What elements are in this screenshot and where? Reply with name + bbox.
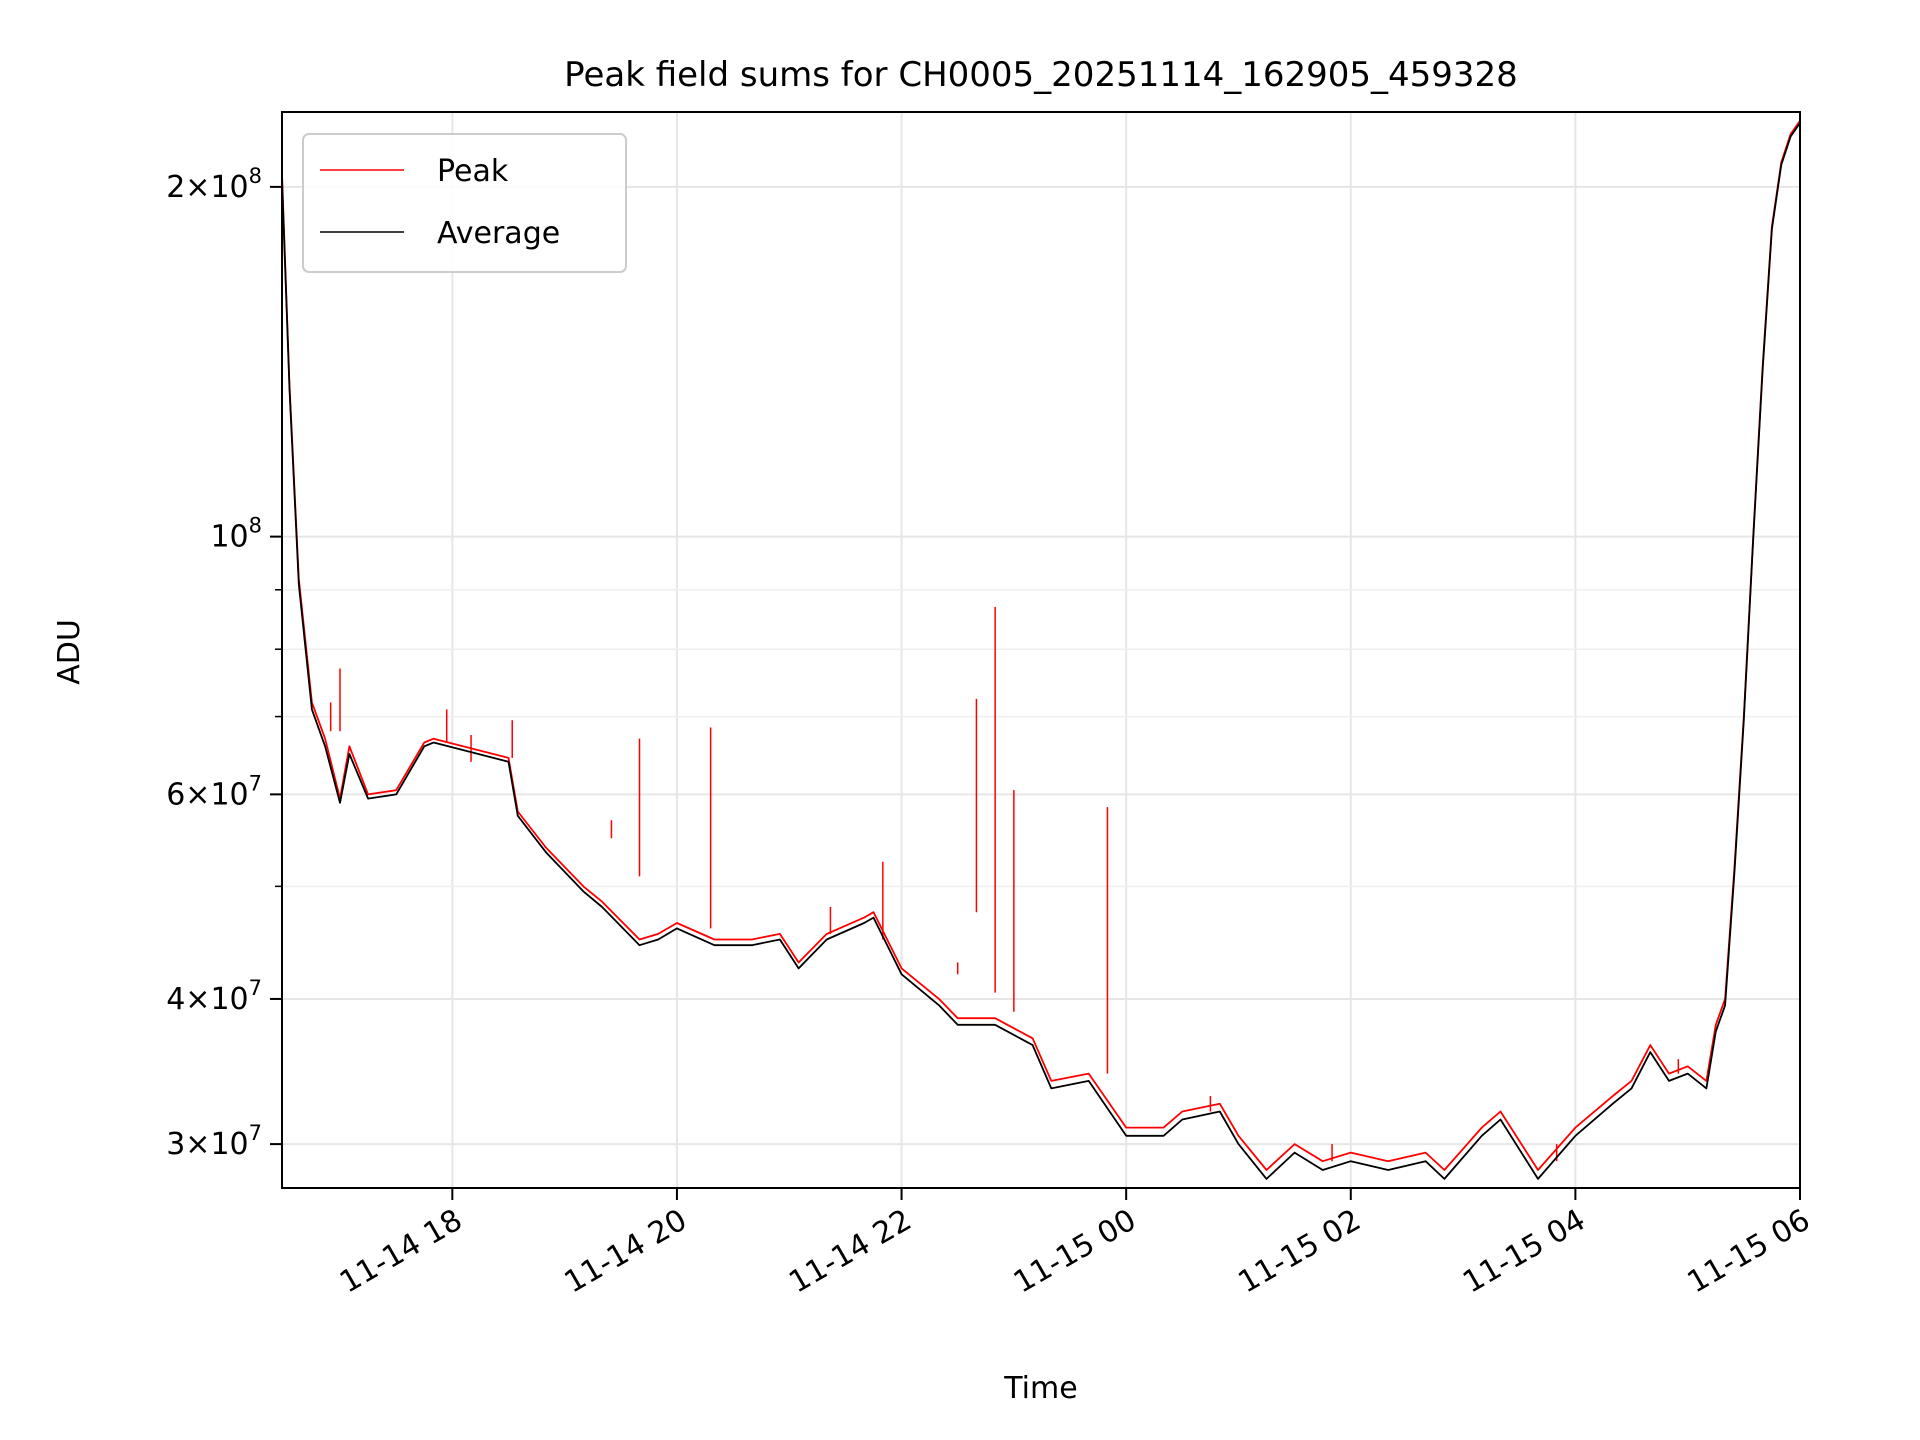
minor-grid-lines <box>282 589 1800 888</box>
y-tick-label: 108 <box>210 514 262 555</box>
x-tick-label: 11-15 02 <box>1232 1203 1366 1301</box>
series-line-peak <box>282 120 1800 1171</box>
y-tick-label: 2×108 <box>166 164 262 205</box>
legend: Peak Average <box>302 133 627 273</box>
plot-frame <box>281 111 1801 1189</box>
chart-title: Peak field sums for CH0005_20251114_1629… <box>564 55 1518 95</box>
x-tick-label: 11-15 06 <box>1682 1203 1816 1301</box>
series-line-average <box>282 122 1800 1180</box>
x-tick-label: 11-15 00 <box>1008 1203 1142 1301</box>
legend-label-peak: Peak <box>437 154 509 189</box>
x-tick-label: 11-15 04 <box>1457 1203 1591 1301</box>
y-tick-label: 4×107 <box>166 976 262 1017</box>
grid-lines <box>282 112 1801 1188</box>
legend-label-average: Average <box>437 216 560 251</box>
legend-box <box>302 133 627 273</box>
y-axis-label: ADU <box>52 619 87 685</box>
x-tick-label: 11-14 20 <box>559 1203 693 1301</box>
y-axis-ticks: 3×107 4×107 6×107 108 2×108 <box>166 164 282 1162</box>
y-tick-label: 6×107 <box>166 771 262 812</box>
series-lines <box>282 120 1800 1180</box>
x-axis-ticks: 11-14 18 11-14 20 11-14 22 11-15 00 11-15 02… <box>334 1188 1816 1300</box>
x-axis-label: Time <box>1003 1371 1077 1406</box>
y-tick-label: 3×107 <box>166 1121 262 1162</box>
x-tick-label: 11-14 22 <box>783 1203 917 1301</box>
x-tick-label: 11-14 18 <box>334 1203 468 1301</box>
